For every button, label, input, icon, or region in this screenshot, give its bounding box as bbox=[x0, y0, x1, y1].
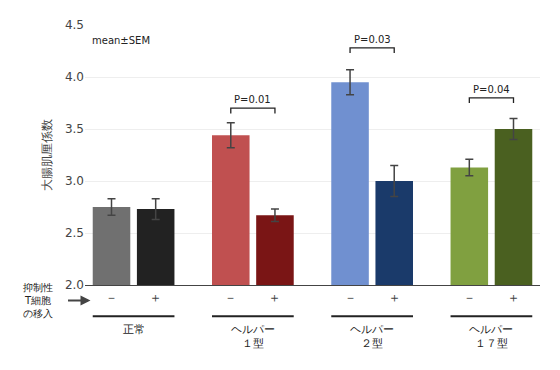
svg-text:4.5: 4.5 bbox=[65, 18, 84, 32]
svg-text:mean±SEM: mean±SEM bbox=[92, 35, 150, 46]
svg-text:ヘルパー１７型: ヘルパー１７型 bbox=[469, 323, 513, 350]
svg-text:大腸肌厘係数: 大腸肌厘係数 bbox=[40, 119, 54, 191]
svg-text:2.0: 2.0 bbox=[65, 278, 84, 292]
svg-text:＋: ＋ bbox=[268, 290, 281, 305]
svg-text:－: － bbox=[224, 290, 237, 305]
svg-text:正常: 正常 bbox=[123, 323, 145, 336]
svg-text:＋: ＋ bbox=[388, 290, 401, 305]
svg-text:－: － bbox=[463, 290, 476, 305]
svg-text:P=0.03: P=0.03 bbox=[354, 34, 391, 45]
svg-text:ヘルパー１型: ヘルパー１型 bbox=[231, 323, 275, 350]
svg-text:抑制性T細胞の移入: 抑制性T細胞の移入 bbox=[23, 282, 53, 319]
svg-text:2.5: 2.5 bbox=[65, 226, 84, 240]
svg-text:3.0: 3.0 bbox=[65, 174, 84, 188]
svg-text:ヘルパー２型: ヘルパー２型 bbox=[350, 323, 394, 350]
svg-text:P=0.04: P=0.04 bbox=[473, 84, 510, 95]
svg-text:＋: ＋ bbox=[149, 290, 162, 305]
svg-text:3.5: 3.5 bbox=[65, 122, 84, 136]
svg-text:4.0: 4.0 bbox=[65, 70, 84, 84]
svg-text:＋: ＋ bbox=[507, 290, 520, 305]
svg-text:P=0.01: P=0.01 bbox=[234, 94, 271, 105]
svg-text:－: － bbox=[344, 290, 357, 305]
svg-text:－: － bbox=[105, 290, 118, 305]
